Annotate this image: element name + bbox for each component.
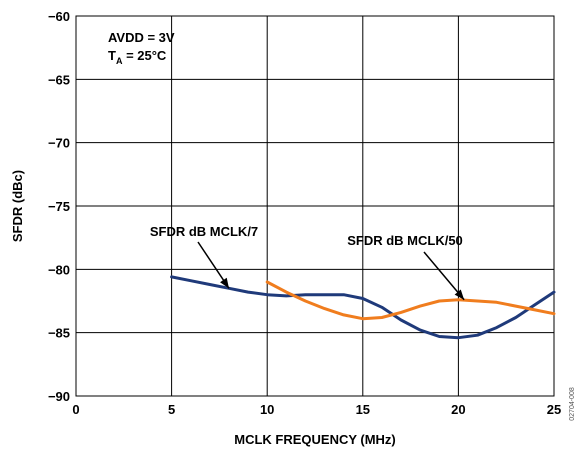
y-tick-label: −75 bbox=[48, 199, 70, 214]
annotation-label-1: SFDR dB MCLK/7 bbox=[150, 224, 258, 239]
x-axis-label: MCLK FREQUENCY (MHz) bbox=[234, 432, 396, 447]
condition-temp-subscript: A bbox=[116, 56, 123, 66]
test-conditions: AVDD = 3V TA = 25°C bbox=[108, 30, 175, 66]
document-id: 02704-008 bbox=[569, 387, 576, 421]
x-tick-label: 10 bbox=[260, 402, 274, 417]
series-layer bbox=[170, 275, 556, 340]
annotation-arrowhead-2 bbox=[454, 289, 465, 300]
series-line-1 bbox=[170, 275, 556, 340]
y-axis-label: SFDR (dBc) bbox=[10, 170, 25, 242]
x-tick-label: 5 bbox=[168, 402, 175, 417]
annotation-arrow-2 bbox=[423, 251, 465, 301]
annotation-label-2: SFDR dB MCLK/50 bbox=[347, 233, 463, 248]
annotation-arrowhead-1 bbox=[220, 277, 229, 289]
series-line-2 bbox=[265, 280, 556, 321]
condition-temp-symbol: T bbox=[108, 48, 116, 63]
y-tick-label: −65 bbox=[48, 72, 70, 87]
tick-labels: 0 5 10 15 20 25 −60 −65 −70 −75 −80 −85 −90 bbox=[48, 9, 561, 417]
condition-temp-value: = 25°C bbox=[122, 48, 166, 63]
x-tick-label: 15 bbox=[356, 402, 370, 417]
y-tick-label: −60 bbox=[48, 9, 70, 24]
x-tick-label: 25 bbox=[547, 402, 561, 417]
condition-avdd: AVDD = 3V bbox=[108, 30, 175, 45]
plot-frame bbox=[75, 15, 555, 397]
condition-temperature: TA = 25°C bbox=[108, 48, 167, 66]
annotations: SFDR dB MCLK/7 SFDR dB MCLK/50 bbox=[150, 224, 465, 301]
y-tick-label: −70 bbox=[48, 136, 70, 151]
y-tick-label: −80 bbox=[48, 262, 70, 277]
x-tick-label: 0 bbox=[72, 402, 79, 417]
x-tick-label: 20 bbox=[451, 402, 465, 417]
grid-lines bbox=[76, 16, 554, 396]
y-tick-label: −90 bbox=[48, 389, 70, 404]
y-tick-label: −85 bbox=[48, 326, 70, 341]
